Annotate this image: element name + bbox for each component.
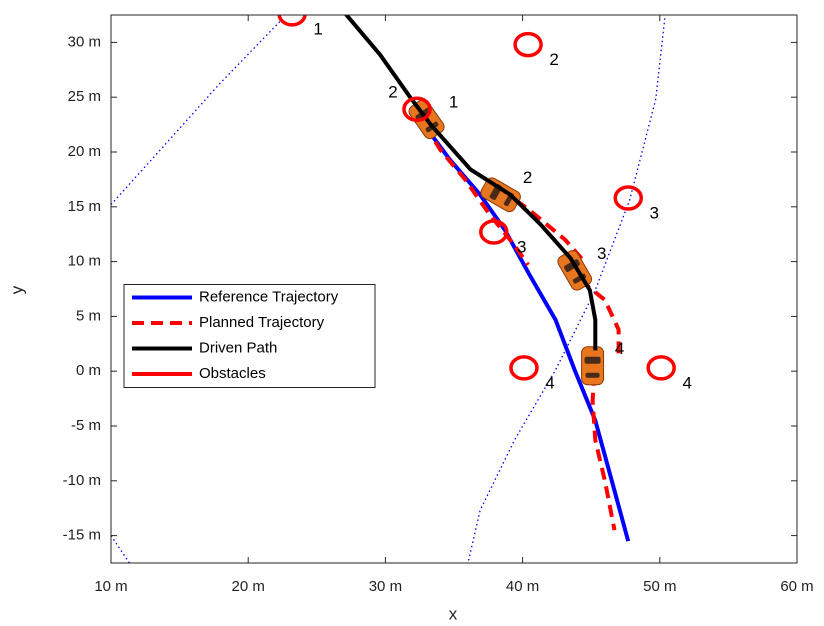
legend-label: Obstacles [199,365,266,382]
y-axis-label: y [7,285,26,294]
y-tick-label: 25 m [68,88,101,105]
dotted-curve [111,535,131,563]
obstacle-label: 4 [545,373,554,392]
obstacle-label: 3 [650,204,659,223]
x-tick-label: 20 m [232,578,265,595]
obstacle [402,96,432,123]
y-tick-label: 30 m [68,33,101,50]
x-tick-label: 10 m [94,578,127,595]
axes-box [110,14,798,564]
legend-box [123,284,376,388]
dotted-curve [467,15,666,563]
x-tick-label: 30 m [369,578,402,595]
y-tick-label: -10 m [63,472,101,489]
vehicle-label: 1 [449,93,458,112]
legend-label: Planned Trajectory [199,314,325,331]
obstacle-label: 2 [388,83,397,102]
vehicle-window [584,356,601,364]
legend-label: Reference Trajectory [199,288,339,305]
obstacle-label: 1 [313,19,322,38]
x-tick-label: 40 m [506,578,539,595]
obstacle-label: 4 [682,373,691,392]
line-series [413,108,621,531]
vehicle-body [581,346,605,386]
y-tick-label: 20 m [68,143,101,160]
legend-label: Driven Path [199,339,277,356]
obstacle [646,355,676,381]
y-tick-label: -15 m [63,527,101,544]
x-tick-label: 50 m [643,578,676,595]
y-tick-label: 0 m [76,362,101,379]
y-tick-label: -5 m [71,417,101,434]
vehicle-label: 4 [615,339,624,358]
vehicle [581,346,605,386]
vehicle-label: 3 [597,244,606,263]
dotted-curve [111,21,281,206]
x-axis-label: x [449,604,458,623]
obstacle [509,355,539,381]
vehicle-window [564,259,580,272]
line-series [344,15,598,351]
vehicle-window [585,372,600,378]
obstacle-label: 2 [549,50,558,69]
obstacle [513,31,543,58]
obstacle [479,219,509,245]
obstacle [613,185,643,211]
obstacle [277,15,307,27]
plot-layer [111,15,676,563]
x-tick-label: 60 m [780,578,813,595]
y-tick-label: 5 m [76,307,101,324]
vehicle-body [480,177,521,213]
y-tick-label: 10 m [68,253,101,270]
vehicle-label: 2 [523,168,532,187]
obstacle-label: 3 [517,237,526,256]
y-tick-label: 15 m [68,198,101,215]
